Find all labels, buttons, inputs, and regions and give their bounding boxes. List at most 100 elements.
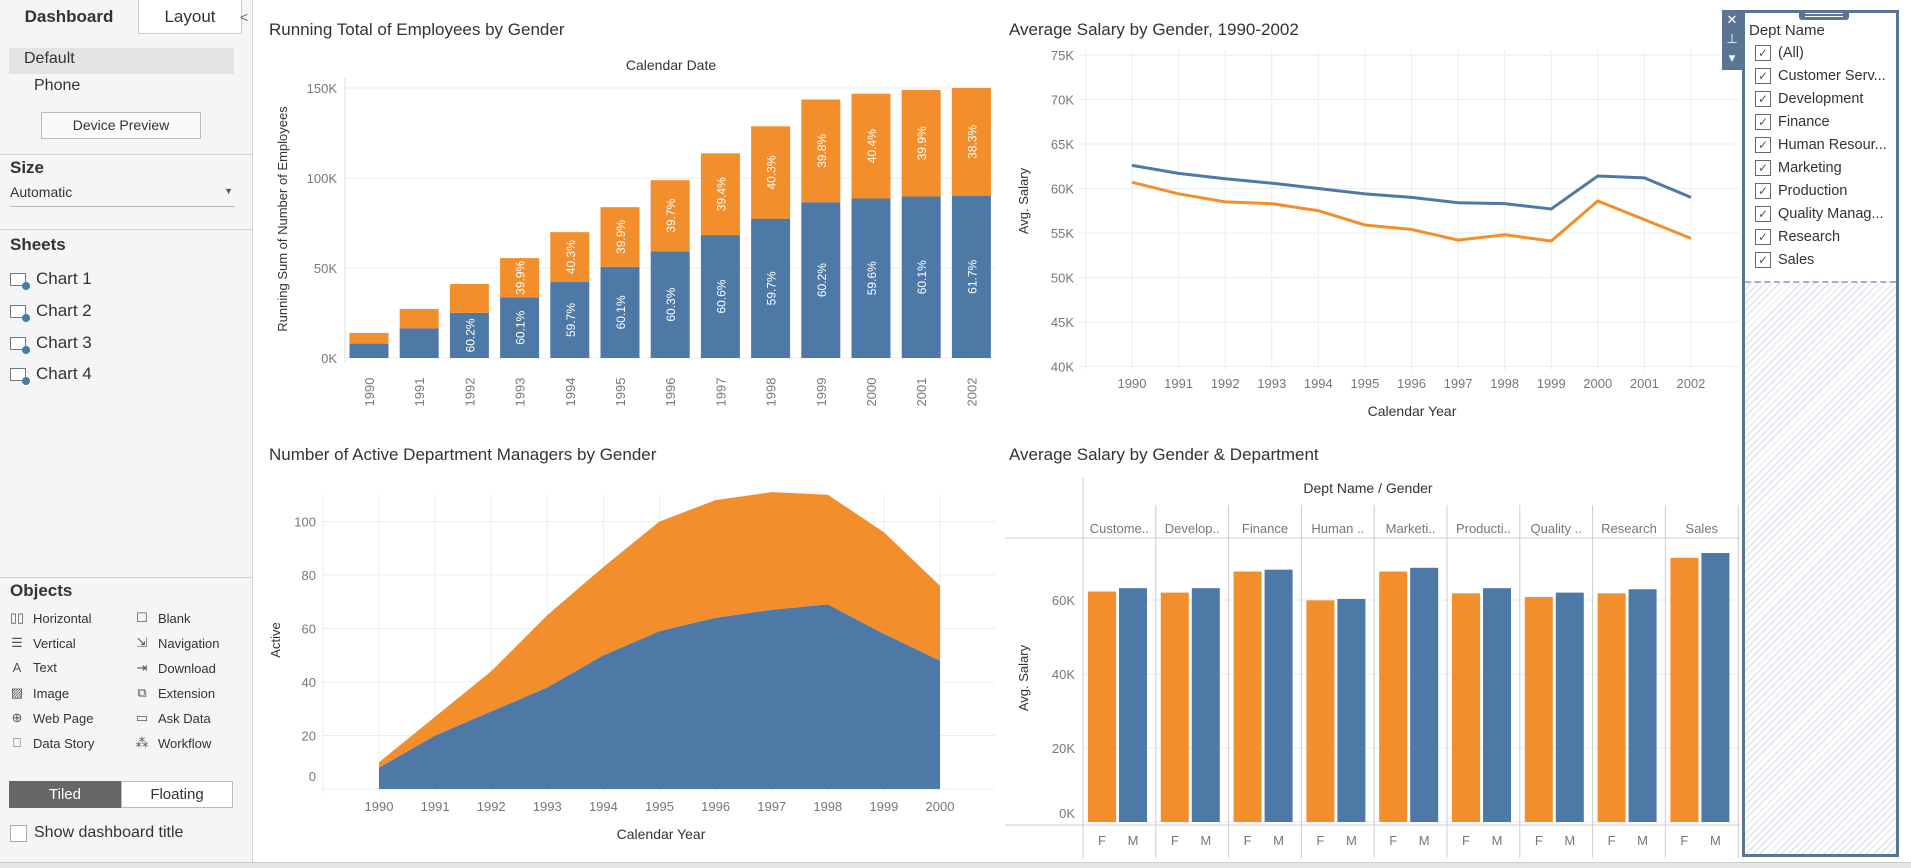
filter-item[interactable]: ✓ Customer Serv... [1755, 68, 1886, 84]
filter-title: Dept Name [1749, 22, 1825, 39]
object-download[interactable]: ⇥ Download [134, 660, 216, 676]
checkbox[interactable]: ✓ [1755, 45, 1771, 61]
dept-header: Custome.. [1090, 521, 1149, 536]
worksheet-icon [10, 304, 30, 322]
object-label: Navigation [158, 635, 220, 651]
filter-item[interactable]: ✓ Human Resour... [1755, 137, 1887, 153]
chart3-title: Number of Active Department Managers by … [269, 445, 657, 464]
y-tick-label: 50K [314, 261, 337, 276]
close-icon[interactable]: ✕ [1726, 12, 1738, 27]
chart2-title: Average Salary by Gender, 1990-2002 [1009, 20, 1299, 39]
object-label: Image [33, 685, 70, 701]
y-tick-label: 20K [1052, 741, 1075, 756]
filter-item[interactable]: ✓ Production [1755, 183, 1847, 199]
filter-item-label: (All) [1778, 45, 1804, 61]
object-vertical[interactable]: ☰ Vertical [9, 635, 75, 651]
object-label: Web Page [33, 710, 94, 726]
object-workflow[interactable]: ⁂ Workflow [134, 735, 212, 751]
bar-data-label: 61.7% [965, 259, 979, 293]
chevron-down-icon: ▼ [224, 186, 233, 196]
sheet-chart-2[interactable]: Chart 2 [10, 301, 92, 322]
sheet-chart-4[interactable]: Chart 4 [10, 364, 92, 385]
filter-item[interactable]: ✓ Finance [1755, 114, 1830, 130]
gender-label: F [1171, 833, 1179, 848]
x-tick-label: 1998 [813, 799, 842, 814]
objects-heading: Objects [10, 581, 73, 600]
checkbox[interactable]: ✓ [1755, 68, 1771, 84]
object-data-story[interactable]: ⎕ Data Story [9, 735, 94, 751]
collapse-panel-button[interactable]: < [239, 9, 249, 25]
y-tick-label: 0K [321, 351, 337, 366]
drag-handle-icon[interactable] [1799, 10, 1849, 20]
checkbox[interactable]: ✓ [1755, 137, 1771, 153]
checkbox[interactable]: ✓ [1755, 252, 1771, 268]
filter-item-label: Quality Manag... [1778, 206, 1884, 222]
object-label: Blank [158, 610, 191, 626]
filter-item[interactable]: ✓ Development [1755, 91, 1863, 107]
device-default[interactable]: Default [24, 50, 75, 67]
tab-dashboard[interactable]: Dashboard [0, 0, 138, 34]
x-tick-label: 1999 [814, 378, 829, 407]
bar-segment [550, 232, 590, 283]
filter-item-label: Research [1778, 229, 1841, 245]
checkbox[interactable]: ✓ [1755, 91, 1771, 107]
worksheet-icon [10, 367, 30, 385]
gender-label: M [1200, 833, 1211, 848]
sheet-chart-1[interactable]: Chart 1 [10, 269, 92, 290]
menu-dropdown-icon[interactable]: ▾ [1728, 50, 1736, 65]
sheet-chart-3[interactable]: Chart 3 [10, 333, 92, 354]
checkbox[interactable]: ✓ [1755, 206, 1771, 222]
gender-label: F [1535, 833, 1543, 848]
y-tick-label: 55K [1051, 226, 1074, 241]
pin-icon[interactable]: ⊥ [1726, 31, 1738, 46]
floating-button[interactable]: Floating [121, 781, 233, 808]
checkbox[interactable]: ✓ [1755, 114, 1771, 130]
size-select[interactable]: Automatic ▼ [10, 184, 235, 207]
object-ask-data[interactable]: ▭ Ask Data [134, 710, 211, 726]
object-blank[interactable]: ☐ Blank [134, 610, 191, 626]
object-web-page[interactable]: ⊕ Web Page [9, 710, 94, 726]
device-phone[interactable]: Phone [34, 77, 81, 94]
chart4-title: Average Salary by Gender & Department [1009, 445, 1319, 464]
object-navigation[interactable]: ⇲ Navigation [134, 635, 220, 651]
bar-data-label: 60.3% [664, 287, 678, 321]
object-text[interactable]: A Text [9, 660, 57, 675]
tiled-button[interactable]: Tiled [9, 781, 121, 808]
filter-item[interactable]: ✓ (All) [1755, 45, 1804, 61]
checkbox[interactable]: ✓ [1755, 229, 1771, 245]
x-axis-title: Calendar Year [1368, 403, 1457, 419]
column-header: Dept Name / Gender [1303, 480, 1433, 496]
gender-label: F [1244, 833, 1252, 848]
bar [1524, 597, 1553, 822]
tab-layout[interactable]: Layout [138, 0, 242, 34]
object-label: Download [158, 660, 216, 676]
device-preview-button[interactable]: Device Preview [41, 112, 201, 139]
sheets-heading: Sheets [10, 235, 66, 254]
filter-item[interactable]: ✓ Sales [1755, 252, 1814, 268]
bar-data-label: 38.3% [965, 124, 979, 158]
filter-item[interactable]: ✓ Quality Manag... [1755, 206, 1884, 222]
bar-data-label: 39.4% [714, 177, 728, 211]
size-heading: Size [10, 158, 45, 177]
gender-label: F [1680, 833, 1688, 848]
bar-segment [951, 195, 991, 358]
object-extension[interactable]: ⧉ Extension [134, 685, 215, 701]
bar [1452, 593, 1480, 822]
show-title-checkbox[interactable] [10, 825, 27, 842]
filter-item[interactable]: ✓ Research [1755, 229, 1840, 245]
checkbox[interactable]: ✓ [1755, 183, 1771, 199]
sheet-label: Chart 2 [36, 301, 92, 320]
bar-data-label: 60.1% [915, 260, 929, 294]
bar-segment [851, 198, 891, 358]
bar-segment [349, 332, 389, 344]
area-series [379, 492, 940, 768]
object-horizontal[interactable]: ▯▯ Horizontal [9, 610, 92, 626]
bar-data-label: 39.8% [815, 134, 829, 168]
bar [1088, 591, 1116, 822]
filter-item[interactable]: ✓ Marketing [1755, 160, 1842, 176]
x-tick-label: 1990 [365, 799, 394, 814]
bar-segment [600, 207, 640, 267]
checkbox[interactable]: ✓ [1755, 160, 1771, 176]
object-image[interactable]: ▨ Image [9, 685, 69, 701]
